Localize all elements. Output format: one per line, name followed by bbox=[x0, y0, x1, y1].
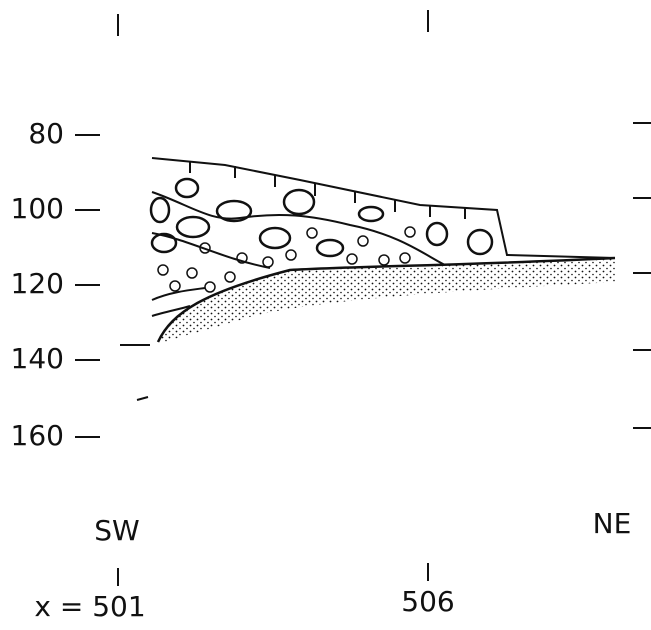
pebble bbox=[399, 252, 411, 264]
grid-label: x = 501 bbox=[34, 590, 145, 623]
layer-line bbox=[151, 287, 206, 301]
stone bbox=[466, 228, 494, 256]
stone bbox=[282, 188, 316, 216]
pebble bbox=[204, 281, 216, 293]
stone bbox=[258, 226, 292, 250]
layer-line bbox=[151, 232, 271, 269]
depth-label: 160 bbox=[11, 419, 64, 452]
pebble bbox=[404, 226, 416, 238]
stone bbox=[425, 221, 449, 247]
pebble bbox=[186, 267, 198, 279]
surface-ticks bbox=[189, 161, 466, 219]
pebble bbox=[357, 235, 369, 247]
layer-line bbox=[151, 305, 191, 317]
stone bbox=[174, 177, 200, 199]
pebble bbox=[224, 271, 236, 283]
stone bbox=[175, 215, 211, 239]
direction-label: SW bbox=[94, 514, 139, 547]
depth-label: 100 bbox=[11, 192, 64, 225]
depth-label: 120 bbox=[11, 267, 64, 300]
pebble bbox=[346, 253, 358, 265]
pebble bbox=[157, 264, 169, 276]
pebble bbox=[169, 280, 181, 292]
stones bbox=[149, 177, 494, 293]
grid-label: 506 bbox=[401, 585, 454, 618]
surface-line bbox=[151, 157, 616, 259]
tick bbox=[136, 396, 149, 401]
pebble bbox=[199, 242, 211, 254]
stone bbox=[315, 238, 345, 258]
stone bbox=[357, 205, 385, 223]
depth-label: 140 bbox=[11, 342, 64, 375]
section bbox=[149, 157, 616, 343]
base-line bbox=[156, 256, 616, 343]
grid-ticks bbox=[75, 10, 651, 586]
pebble bbox=[285, 249, 297, 261]
stone bbox=[215, 199, 253, 223]
pebble bbox=[306, 227, 318, 239]
sand-layer bbox=[160, 258, 615, 342]
depth-label: 80 bbox=[28, 117, 64, 150]
pebble bbox=[378, 254, 390, 266]
layer-line bbox=[151, 191, 446, 266]
stone bbox=[150, 232, 178, 254]
tick bbox=[189, 161, 466, 219]
pebble bbox=[262, 256, 274, 268]
pebble bbox=[236, 252, 248, 264]
stone bbox=[149, 196, 171, 224]
labels: 80 100 120 140 160 SW NE x = 501 506 bbox=[11, 117, 632, 623]
direction-label: NE bbox=[593, 507, 632, 540]
